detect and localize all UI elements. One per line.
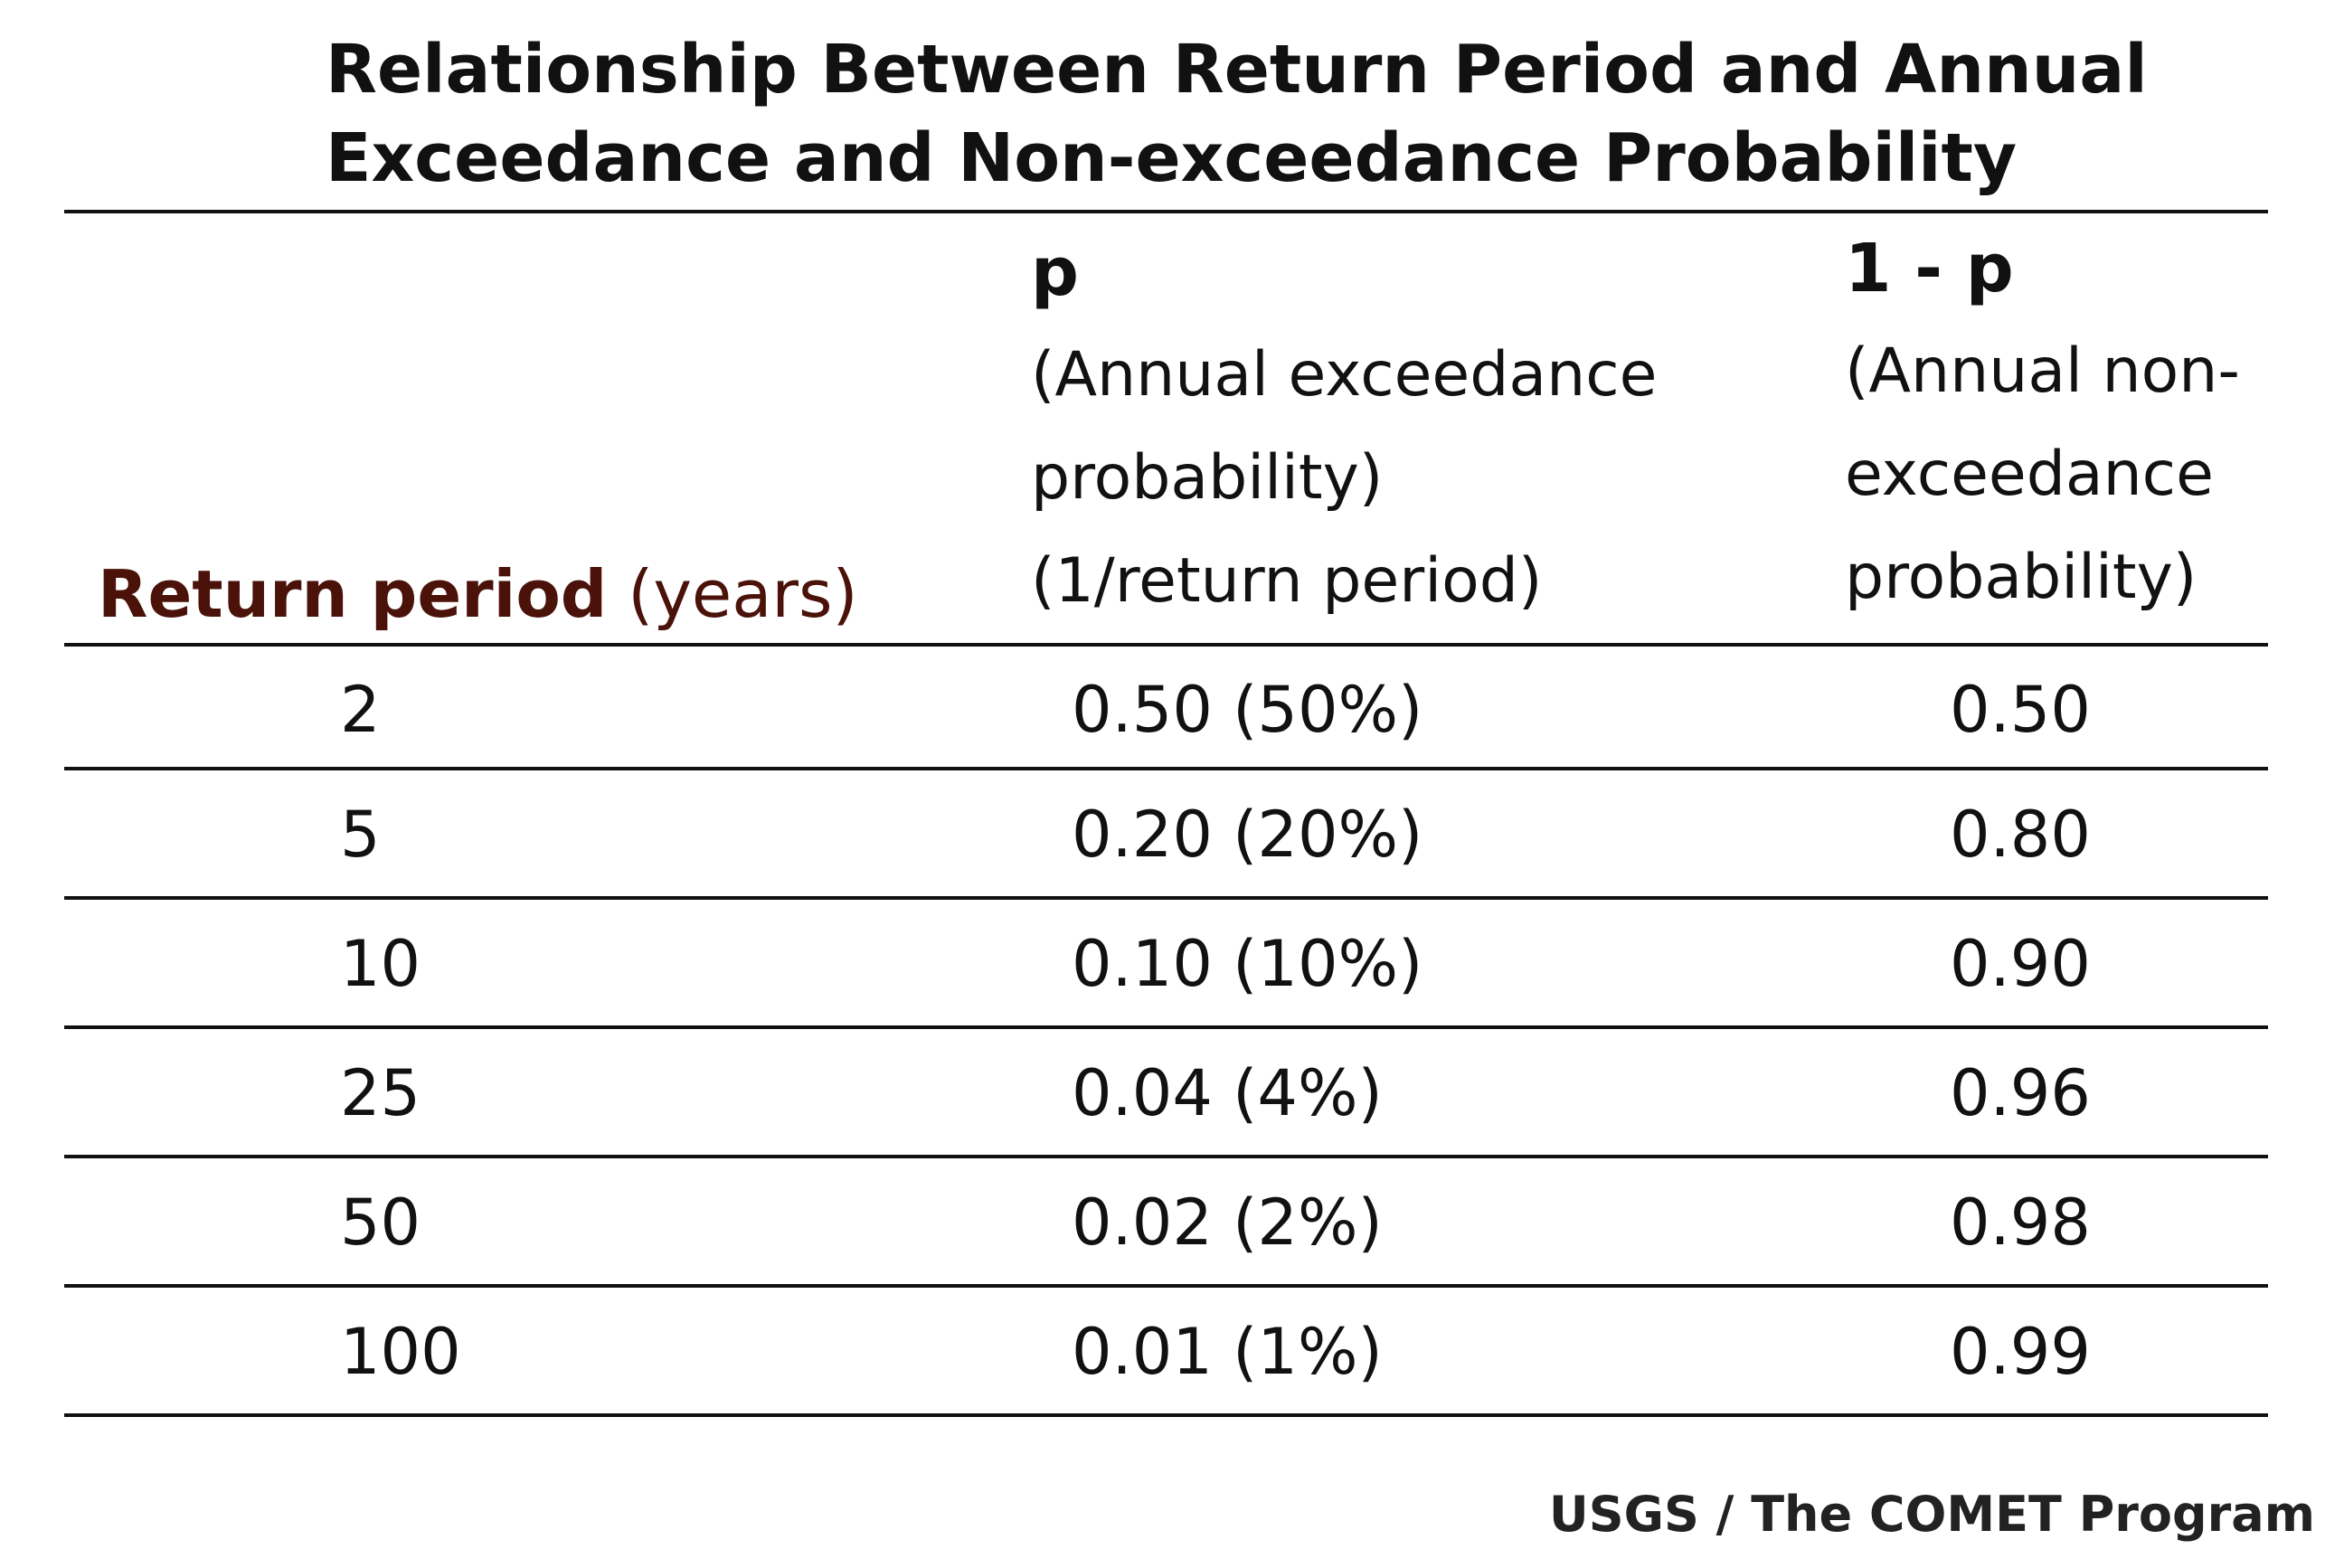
row-5-p: 0.02 (2%)	[1072, 1185, 1383, 1260]
header-return-period-unit: (years)	[628, 556, 858, 632]
header-p-line1: (Annual exceedance	[1031, 339, 1658, 411]
table-title: Relationship Between Return Period and A…	[326, 25, 2148, 203]
header-one-minus-p-line1: (Annual non-	[1845, 335, 2240, 407]
header-one-minus-p: 1 - p (Annual non- exceedance probabilit…	[1845, 217, 2240, 629]
header-bottom-rule	[64, 643, 2268, 647]
row-divider	[64, 767, 2268, 770]
row-6-return-period: 100	[340, 1315, 461, 1389]
header-one-minus-p-line2: exceedance	[1845, 439, 2214, 510]
row-divider	[64, 1155, 2268, 1158]
row-4-p: 0.04 (4%)	[1072, 1056, 1383, 1130]
header-return-period-label: Return period	[98, 556, 608, 632]
header-p-line2: probability)	[1031, 442, 1384, 514]
row-3-p: 0.10 (10%)	[1072, 927, 1423, 1001]
row-6-one-minus-p: 0.99	[1950, 1315, 2091, 1389]
header-p-symbol: p	[1031, 233, 1079, 311]
row-3-return-period: 10	[340, 927, 421, 1001]
row-4-return-period: 25	[340, 1056, 421, 1130]
row-5-one-minus-p: 0.98	[1950, 1185, 2091, 1260]
row-divider	[64, 1025, 2268, 1029]
row-2-return-period: 5	[340, 798, 381, 872]
row-1-return-period: 2	[340, 673, 381, 747]
header-one-minus-p-symbol: 1 - p	[1845, 230, 2014, 307]
header-return-period: Return period (years)	[98, 543, 858, 646]
header-one-minus-p-line3: probability)	[1845, 542, 2198, 613]
row-1-one-minus-p: 0.50	[1950, 673, 2091, 747]
header-p-line3: (1/return period)	[1031, 545, 1543, 617]
header-p: p (Annual exceedance probability) (1/ret…	[1031, 221, 1657, 633]
row-2-one-minus-p: 0.80	[1950, 798, 2091, 872]
row-3-one-minus-p: 0.90	[1950, 927, 2091, 1001]
source-credit: USGS / The COMET Program	[1548, 1486, 2315, 1543]
row-4-one-minus-p: 0.96	[1950, 1056, 2091, 1130]
title-line-2: Exceedance and Non-exceedance Probabilit…	[326, 119, 2018, 197]
row-2-p: 0.20 (20%)	[1072, 798, 1423, 872]
row-5-return-period: 50	[340, 1185, 421, 1260]
row-divider	[64, 1284, 2268, 1288]
row-divider	[64, 896, 2268, 900]
row-1-p: 0.50 (50%)	[1072, 673, 1423, 747]
row-6-p: 0.01 (1%)	[1072, 1315, 1383, 1389]
table-top-rule	[64, 210, 2268, 213]
table-bottom-rule	[64, 1413, 2268, 1417]
title-line-1: Relationship Between Return Period and A…	[326, 31, 2148, 109]
